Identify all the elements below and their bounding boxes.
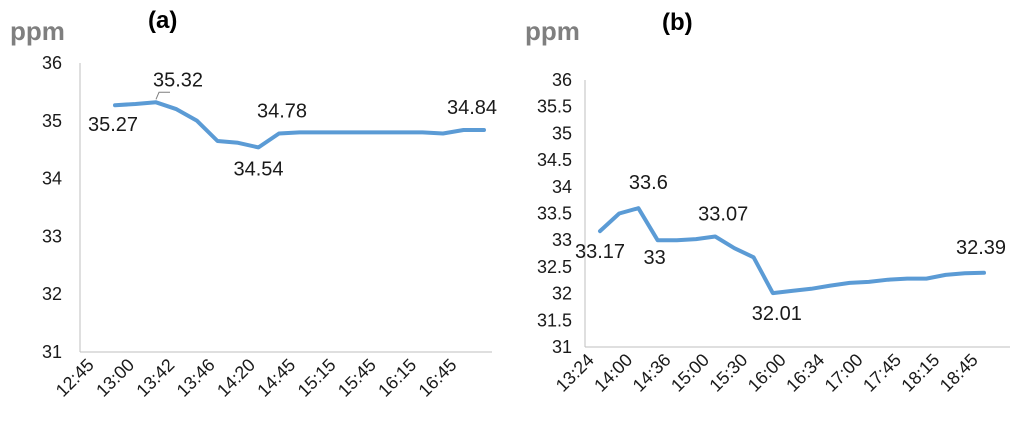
y-tick-label: 34 xyxy=(552,177,572,197)
y-tick-label: 36 xyxy=(552,70,572,90)
x-tick-label: 15:00 xyxy=(667,350,713,396)
data-point xyxy=(848,281,852,285)
y-tick-label: 35 xyxy=(42,111,62,131)
data-point xyxy=(216,139,220,143)
data-point xyxy=(886,278,890,282)
data-label: 32.39 xyxy=(956,237,1006,259)
x-tick-label: 16:34 xyxy=(782,350,828,396)
series-line xyxy=(113,100,486,150)
x-tick-label: 15:45 xyxy=(334,355,380,401)
data-point xyxy=(924,277,928,281)
data-point xyxy=(771,291,775,295)
y-tick-label: 33.5 xyxy=(537,204,572,224)
data-label: 33.17 xyxy=(575,241,625,263)
y-tick-label: 32.5 xyxy=(537,257,572,277)
chart-a-title: (a) xyxy=(148,7,177,34)
data-point xyxy=(421,130,425,134)
y-tick-label: 36 xyxy=(42,53,62,73)
y-tick-label: 34.5 xyxy=(537,150,572,170)
data-point xyxy=(441,132,445,136)
x-tick-label: 13:00 xyxy=(92,355,138,401)
data-point xyxy=(195,119,199,123)
x-tick-label: 15:30 xyxy=(705,350,751,396)
data-label: 35.32 xyxy=(153,69,203,91)
data-point xyxy=(462,128,466,132)
data-point xyxy=(380,130,384,134)
data-point xyxy=(175,107,179,111)
x-tick-label: 15:15 xyxy=(294,355,340,401)
data-point xyxy=(257,145,261,149)
data-point xyxy=(790,289,794,293)
data-point xyxy=(134,102,138,106)
data-point xyxy=(828,284,832,288)
chart-b-title: (b) xyxy=(662,9,693,36)
data-label: 34.54 xyxy=(233,158,283,180)
data-point xyxy=(732,246,736,250)
data-point xyxy=(982,271,986,275)
x-tick-label: 16:15 xyxy=(374,355,420,401)
data-point xyxy=(400,130,404,134)
data-point xyxy=(944,273,948,277)
y-tick-label: 33 xyxy=(552,230,572,250)
chart-a-unit-label: ppm xyxy=(10,16,65,46)
data-label: 32.01 xyxy=(752,303,802,325)
y-tick-label: 34 xyxy=(42,169,62,189)
data-point xyxy=(617,212,621,216)
data-point xyxy=(636,206,640,210)
y-tick-label: 32 xyxy=(42,284,62,304)
data-point xyxy=(905,277,909,281)
data-point xyxy=(675,238,679,242)
x-tick-label: 13:46 xyxy=(173,355,219,401)
series-line xyxy=(598,206,986,296)
data-point xyxy=(694,237,698,241)
data-point xyxy=(752,255,756,259)
data-point xyxy=(298,130,302,134)
data-point xyxy=(482,128,486,132)
x-tick-label: 14:00 xyxy=(590,350,636,396)
x-tick-label: 16:45 xyxy=(415,355,461,401)
y-tick-label: 31 xyxy=(42,342,62,362)
data-point xyxy=(339,130,343,134)
x-tick-label: 13:42 xyxy=(132,355,178,401)
chart-a-plot: 31323334353612:4513:0013:4213:4614:2014:… xyxy=(42,53,497,401)
data-point xyxy=(598,229,602,233)
data-point xyxy=(809,287,813,291)
y-tick-label: 32 xyxy=(552,284,572,304)
data-point xyxy=(318,130,322,134)
y-tick-label: 31.5 xyxy=(537,310,572,330)
x-tick-label: 14:45 xyxy=(253,355,299,401)
data-point xyxy=(236,141,240,145)
chart-b-plot: 3131.53232.53333.53434.53535.53613:2414:… xyxy=(537,70,1010,396)
x-tick-label: 17:45 xyxy=(859,350,905,396)
data-label: 33.07 xyxy=(698,203,748,225)
x-tick-label: 18:15 xyxy=(897,350,943,396)
data-point xyxy=(277,132,281,136)
data-point xyxy=(113,103,117,107)
data-label: 34.78 xyxy=(257,101,307,123)
data-point xyxy=(359,130,363,134)
data-label: 35.27 xyxy=(88,114,138,136)
data-point xyxy=(867,280,871,284)
data-label: 34.84 xyxy=(447,97,497,119)
x-tick-label: 14:20 xyxy=(213,355,259,401)
y-tick-label: 35 xyxy=(552,123,572,143)
x-tick-label: 14:36 xyxy=(629,350,675,396)
data-point xyxy=(154,100,158,104)
data-point xyxy=(713,235,717,239)
x-tick-label: 18:45 xyxy=(936,350,982,396)
chart-a: ppm (a) xyxy=(10,7,177,46)
data-label-leader xyxy=(155,91,170,100)
x-tick-label: 17:00 xyxy=(821,350,867,396)
chart-b: ppm (b) xyxy=(525,9,693,46)
y-tick-label: 33 xyxy=(42,226,62,246)
data-point xyxy=(656,238,660,242)
data-label: 33.6 xyxy=(629,172,668,194)
y-tick-label: 31 xyxy=(552,337,572,357)
chart-b-unit-label: ppm xyxy=(525,16,580,46)
data-point xyxy=(963,271,967,275)
data-label: 33 xyxy=(643,247,665,269)
y-tick-label: 35.5 xyxy=(537,97,572,117)
x-tick-label: 16:00 xyxy=(744,350,790,396)
